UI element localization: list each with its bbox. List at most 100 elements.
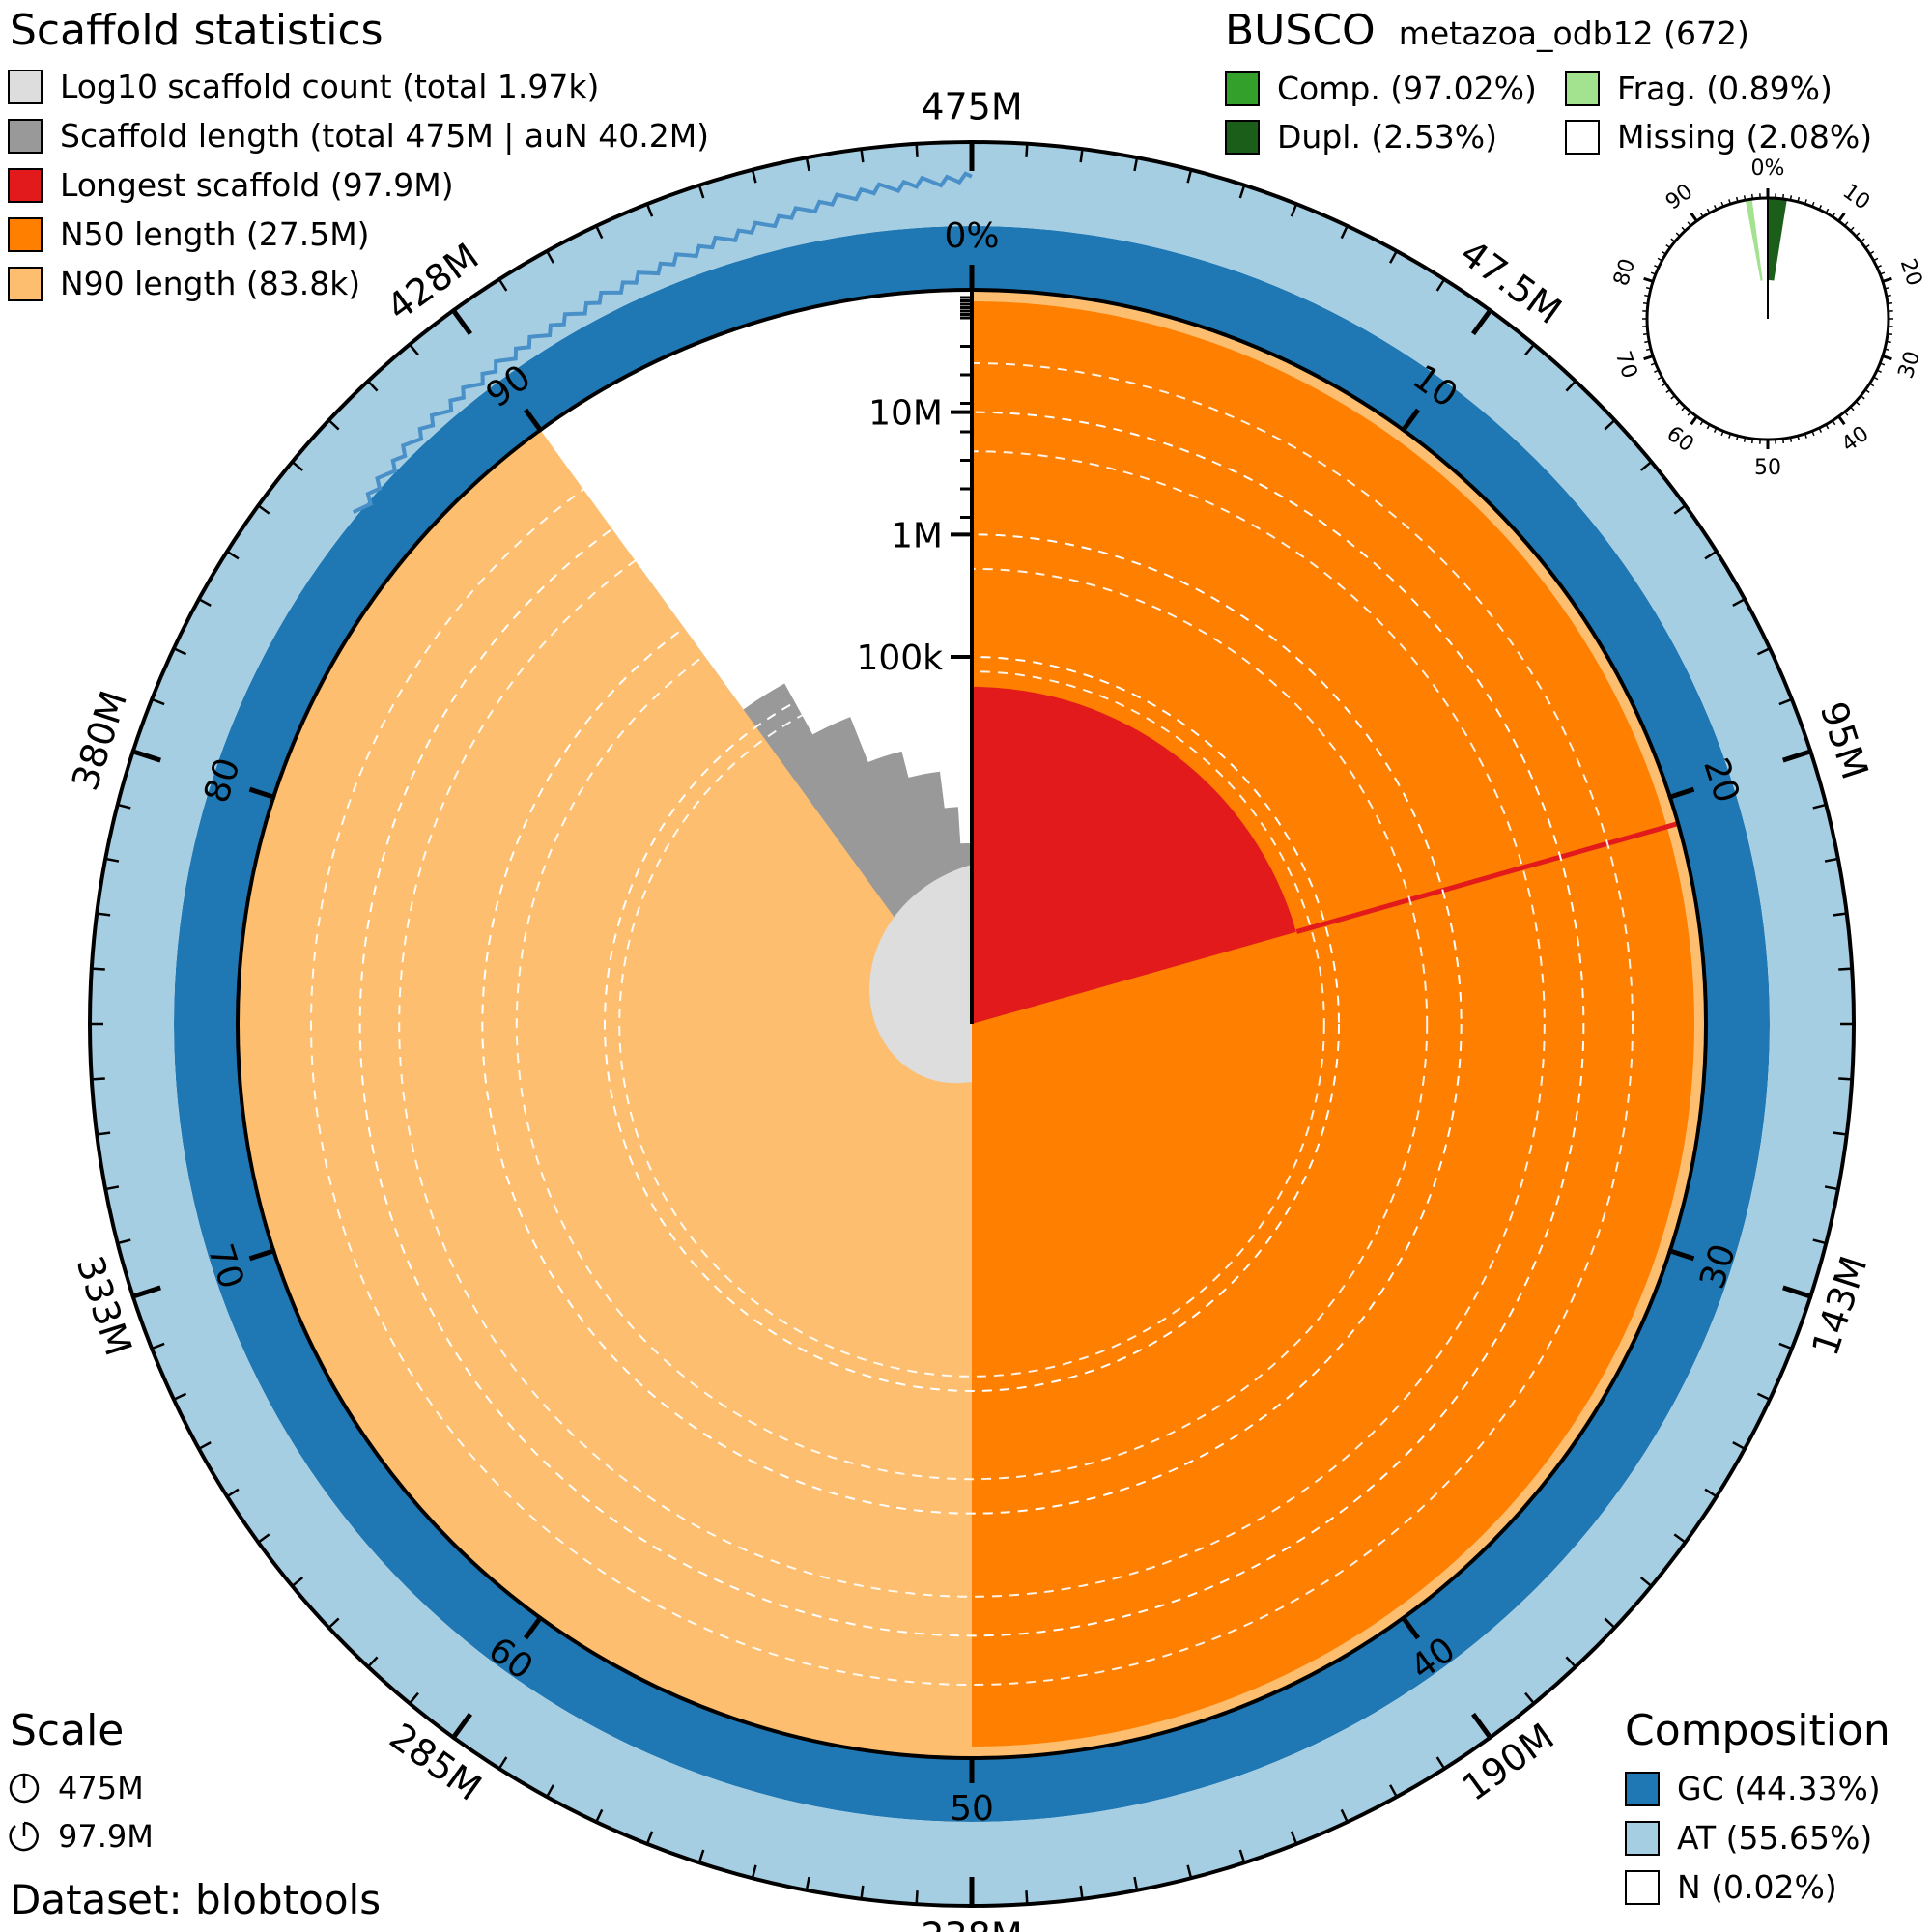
busco-minor-tick <box>1699 212 1704 217</box>
busco-legend-item-label: Dupl. (2.53%) <box>1277 118 1498 156</box>
busco-minor-tick <box>1844 221 1849 227</box>
outer-minor-tick <box>1524 343 1535 356</box>
busco-minor-tick <box>1681 226 1686 232</box>
outer-minor-tick <box>1756 647 1771 656</box>
outer-minor-tick <box>1340 225 1349 240</box>
composition-legend-item-label: N (0.02%) <box>1677 1868 1837 1906</box>
busco-minor-tick <box>1654 369 1660 374</box>
outer-minor-tick <box>173 1392 187 1401</box>
outer-minor-tick <box>1824 1185 1839 1191</box>
busco-minor-tick <box>1789 195 1793 201</box>
busco-minor-tick <box>1844 411 1849 416</box>
outer-minor-tick <box>104 857 120 863</box>
outer-minor-tick <box>1435 1756 1446 1770</box>
inner-tick-label: 0% <box>944 216 999 256</box>
outer-minor-tick <box>1079 149 1084 163</box>
busco-legend-item-swatch <box>1225 119 1260 155</box>
outer-tick <box>130 748 161 763</box>
busco-minor-tick <box>1706 208 1711 213</box>
busco-minor-tick <box>1644 340 1650 344</box>
outer-minor-tick <box>1133 1876 1139 1891</box>
scale-longest-icon <box>9 1821 39 1852</box>
busco-minor-tick <box>1876 264 1882 269</box>
outer-minor-tick <box>595 225 604 240</box>
busco-tick <box>1643 276 1654 283</box>
busco-minor-tick <box>1864 388 1870 394</box>
scaffold-legend-item: N90 length (83.8k) <box>8 265 360 302</box>
composition-legend-item-label: AT (55.65%) <box>1677 1819 1873 1857</box>
scale-title: Scale <box>10 1706 125 1755</box>
outer-tick <box>450 1712 473 1741</box>
scaffold-legend-item-swatch <box>8 118 43 154</box>
outer-minor-tick <box>226 550 240 560</box>
busco-minor-tick <box>1713 205 1718 211</box>
busco-minor-tick <box>1687 411 1691 416</box>
busco-minor-tick <box>1650 271 1657 275</box>
busco-minor-tick <box>1699 420 1704 426</box>
outer-minor-tick <box>97 912 111 917</box>
busco-minor-tick <box>1879 271 1886 275</box>
busco-minor-tick <box>1873 257 1879 262</box>
busco-minor-tick <box>1706 424 1711 430</box>
outer-minor-tick <box>1524 1691 1535 1705</box>
scale-row-total: 475M <box>8 1770 144 1806</box>
outer-minor-tick <box>151 1342 165 1350</box>
busco-minor-tick <box>1804 433 1807 439</box>
busco-minor-tick <box>1825 424 1830 430</box>
busco-minor-tick <box>1860 238 1865 242</box>
outer-minor-tick <box>805 156 810 172</box>
busco-tick-label: 50 <box>1754 456 1781 480</box>
outer-minor-tick <box>117 1238 131 1245</box>
busco-minor-tick <box>1670 395 1676 400</box>
outer-minor-tick <box>198 598 212 607</box>
inner-tick-label: 50 <box>950 1789 994 1829</box>
outer-minor-tick <box>1838 967 1853 971</box>
outer-minor-tick <box>1025 143 1029 157</box>
busco-tick-label: 0% <box>1751 156 1785 181</box>
busco-minor-tick <box>1743 437 1747 442</box>
outer-minor-tick <box>257 1533 270 1544</box>
outer-minor-tick <box>409 343 419 356</box>
outer-minor-tick <box>327 419 340 431</box>
inner-tick <box>523 408 544 434</box>
busco-missing-arc <box>1751 198 1768 281</box>
composition-legend-item: N (0.02%) <box>1625 1868 1837 1906</box>
busco-minor-tick <box>1735 196 1739 203</box>
busco-fragmented-arc <box>1745 199 1763 281</box>
outer-minor-tick <box>1778 697 1793 706</box>
busco-minor-tick <box>1789 437 1793 442</box>
busco-minor-tick <box>1855 401 1861 406</box>
outer-minor-tick <box>1565 380 1577 392</box>
outer-minor-tick <box>1732 1441 1746 1450</box>
longest-scaffold-line <box>1295 821 1679 934</box>
outer-minor-tick <box>1186 1864 1193 1879</box>
busco-minor-tick <box>1642 301 1649 305</box>
outer-tick <box>1470 307 1493 336</box>
n50-area <box>972 301 1694 1747</box>
busco-minor-tick <box>1675 232 1681 237</box>
composition-legend-item-swatch <box>1625 1820 1660 1856</box>
outer-minor-tick <box>1704 1488 1718 1498</box>
busco-minor-tick <box>1670 238 1676 242</box>
scaffold-legend-item: Log10 scaffold count (total 1.97k) <box>8 68 599 105</box>
busco-minor-tick <box>1665 388 1671 394</box>
busco-tick-label: 60 <box>1662 422 1698 458</box>
outer-minor-tick <box>1639 461 1653 471</box>
busco-tick-label: 30 <box>1894 349 1925 382</box>
outer-minor-tick <box>645 1831 654 1845</box>
busco-tick-label: 40 <box>1837 422 1873 458</box>
busco-minor-tick <box>1797 435 1801 441</box>
busco-minor-tick <box>1650 362 1657 366</box>
busco-legend-item-swatch <box>1565 119 1600 155</box>
busco-minor-tick <box>1781 193 1785 200</box>
outer-minor-tick <box>1238 1849 1246 1863</box>
outer-minor-tick <box>1604 419 1616 431</box>
outer-minor-tick <box>367 380 379 392</box>
busco-legend-item-swatch <box>1565 71 1600 106</box>
outer-minor-tick <box>751 1864 757 1879</box>
outer-minor-tick <box>1290 1831 1298 1845</box>
outer-minor-tick <box>1389 1784 1398 1798</box>
outer-minor-tick <box>497 278 508 292</box>
outer-minor-tick <box>546 250 554 264</box>
busco-minor-tick <box>1661 250 1666 255</box>
